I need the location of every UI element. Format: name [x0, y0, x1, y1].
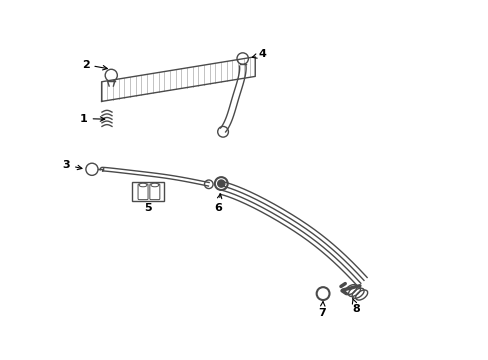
Circle shape: [217, 180, 224, 187]
Text: 3: 3: [62, 160, 82, 170]
Text: 7: 7: [318, 302, 325, 318]
Ellipse shape: [151, 183, 159, 187]
Ellipse shape: [139, 183, 147, 187]
Polygon shape: [102, 57, 255, 102]
FancyBboxPatch shape: [149, 184, 160, 200]
Text: 6: 6: [213, 194, 222, 213]
Text: 2: 2: [81, 60, 107, 70]
FancyBboxPatch shape: [138, 184, 148, 200]
Text: 5: 5: [144, 203, 152, 213]
Bar: [132, 182, 164, 202]
Text: 1: 1: [80, 113, 104, 123]
Text: 4: 4: [252, 49, 266, 59]
Text: 8: 8: [352, 298, 360, 314]
